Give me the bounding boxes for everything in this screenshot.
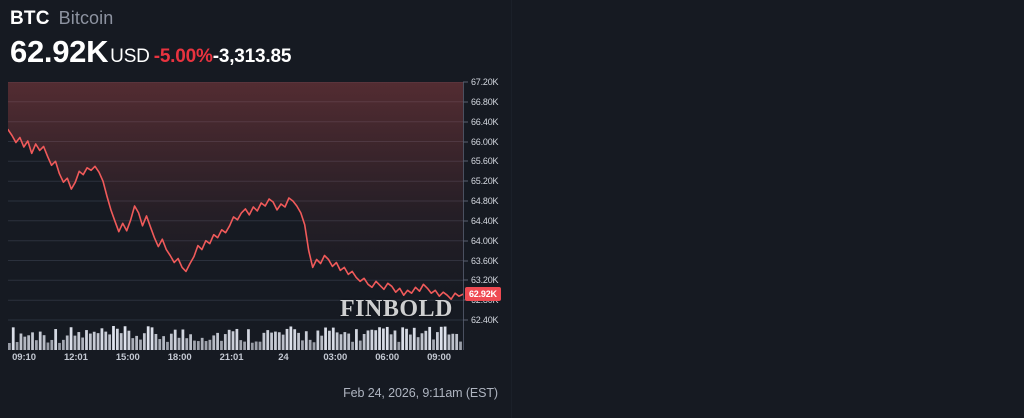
y-tick-mark: [463, 240, 468, 242]
y-tick-label: 64.00K: [471, 235, 499, 246]
chart-area: FINBOLD 67.20K 66.80K 66.40K 66.00K 65.60K 65.…: [0, 77, 515, 350]
change-percent: -5.00%: [153, 46, 213, 67]
x-tick-label: 15:00: [115, 352, 140, 363]
y-tick-mark: [463, 121, 468, 123]
y-tick-label: 66.40K: [471, 116, 499, 127]
x-axis: 09:10 12:01 15:00 18:00 21:01 24 03:00 06:00 09:…: [0, 352, 512, 370]
y-axis: 67.20K 66.80K 66.40K 66.00K 65.60K 65.20K 64.8…: [463, 77, 515, 350]
y-axis-line: [463, 82, 464, 350]
change-absolute: -3,313.85: [212, 46, 292, 67]
x-tick-label: 06:00: [375, 352, 400, 363]
x-tick-label: 21:01: [219, 352, 244, 363]
y-tick-mark: [463, 141, 468, 142]
y-tick-label: 63.20K: [471, 275, 499, 286]
y-tick-label: 62.40K: [471, 315, 499, 325]
x-tick-label: 12:01: [63, 352, 88, 363]
x-tick-label: 09:00: [427, 352, 451, 363]
panel-header: BTC Bitcoin 62.92K USD -5.00% -3,313.85: [10, 8, 291, 68]
y-tick-mark: [463, 260, 468, 261]
ticker-symbol: BTC: [10, 8, 50, 29]
currency-label: USD: [110, 46, 150, 67]
y-tick-mark: [463, 101, 468, 103]
volume-bars: [8, 326, 462, 350]
x-tick-label: 24: [278, 352, 289, 363]
y-tick-mark: [463, 279, 468, 281]
y-tick-label: 66.00K: [471, 136, 499, 147]
asset-name: Bitcoin: [58, 8, 114, 28]
y-tick-label: 67.20K: [471, 77, 499, 87]
y-tick-label: 63.60K: [471, 255, 499, 266]
current-price-badge: 62.92K: [465, 287, 501, 302]
y-tick-label: 65.20K: [471, 176, 499, 187]
y-tick-mark: [463, 200, 468, 202]
y-tick-label: 64.80K: [471, 196, 499, 206]
y-tick-mark: [463, 220, 468, 222]
y-tick-mark: [463, 180, 468, 182]
y-tick-mark: [463, 319, 468, 321]
x-tick-label: 18:00: [167, 352, 192, 363]
current-price: 62.92K: [10, 34, 109, 69]
timestamp-footer: Feb 24, 2026, 9:11am (EST): [343, 386, 498, 400]
y-tick-mark: [463, 160, 468, 162]
y-tick-label: 64.40K: [471, 215, 499, 226]
price-panel-btc: BTC Bitcoin 62.92K USD -5.00% -3,313.85 FINBOL…: [0, 8, 515, 400]
plot-surface[interactable]: [8, 82, 463, 350]
panel-divider: [511, 0, 512, 418]
y-tick-label: 65.60K: [471, 156, 499, 167]
x-tick-label: 09:10: [12, 352, 36, 363]
x-tick-label: 03:00: [323, 352, 348, 363]
y-tick-label: 66.80K: [471, 96, 499, 107]
price-line-chart: [8, 82, 463, 350]
y-tick-mark: [463, 81, 468, 83]
